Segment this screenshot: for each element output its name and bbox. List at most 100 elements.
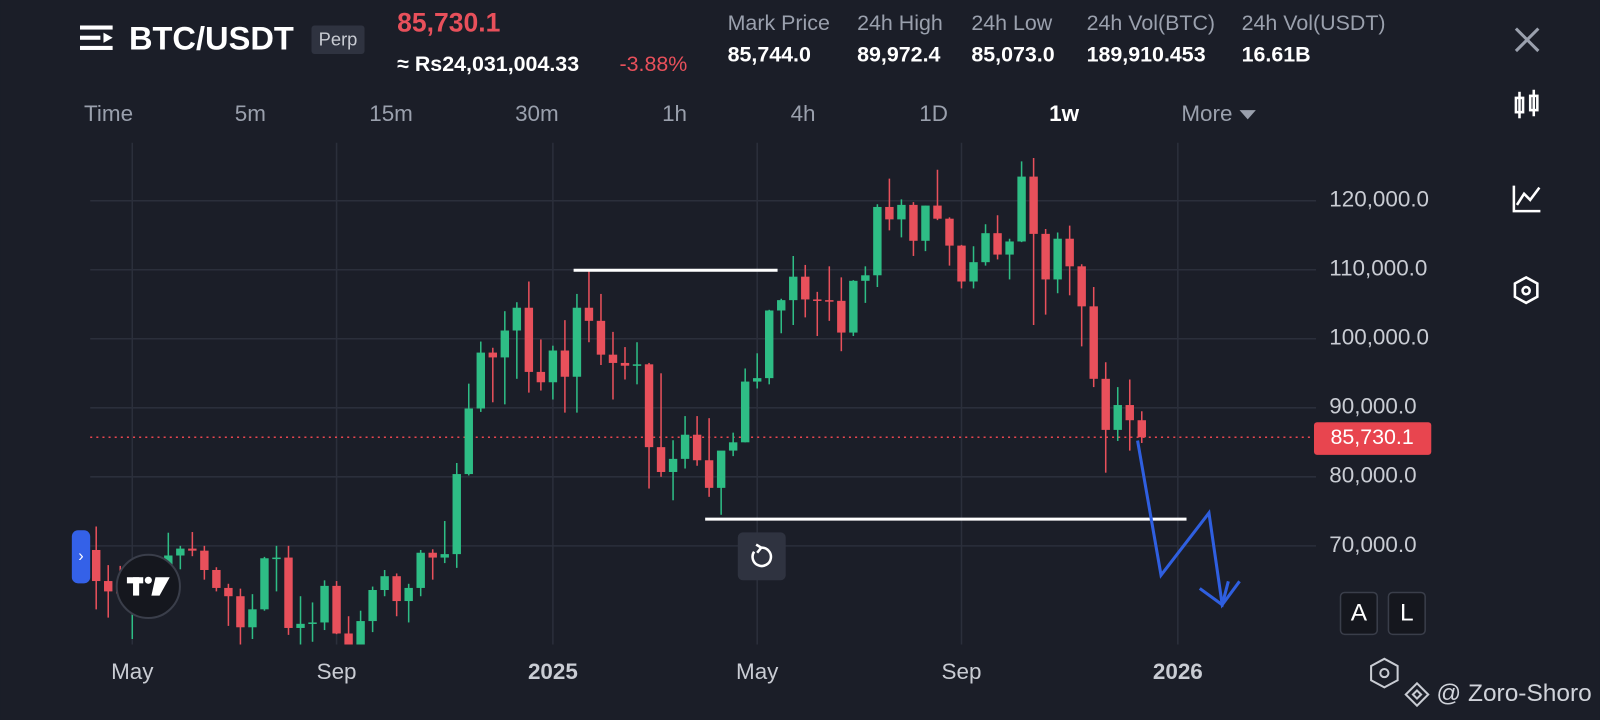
timeframe-tab[interactable]: 4h <box>791 101 816 126</box>
candle-body <box>1137 420 1146 438</box>
candle-body <box>416 552 425 588</box>
candle-body <box>1101 378 1110 430</box>
candle-body <box>476 352 485 409</box>
candle-body <box>728 442 738 451</box>
y-tick-label: 110,000.0 <box>1329 256 1427 281</box>
menu-icon[interactable] <box>80 25 113 50</box>
candle-body <box>548 350 558 383</box>
candle-body <box>849 280 858 333</box>
candle-body <box>308 622 317 624</box>
timeframe-tab[interactable]: 15m <box>369 101 413 126</box>
candle-body <box>777 300 786 311</box>
candle-body <box>188 548 197 551</box>
candle-body <box>933 205 942 219</box>
candle-body <box>248 609 257 628</box>
candle-body <box>392 576 401 602</box>
last-price: 85,730.1 <box>397 7 500 37</box>
drawn-projection[interactable] <box>1136 440 1241 609</box>
candle-body <box>825 300 834 302</box>
timeframe-tab[interactable]: 30m <box>515 101 559 126</box>
candle-body <box>536 371 546 383</box>
side-tab-arrow: › <box>78 547 83 565</box>
timeframe-tab[interactable]: 1h <box>662 101 687 126</box>
y-tick-label: 90,000.0 <box>1329 394 1416 419</box>
candle-body <box>224 587 233 597</box>
candle-body <box>1041 233 1050 280</box>
candle-body <box>404 587 413 602</box>
candle-body <box>1113 405 1122 430</box>
candle-body <box>1065 238 1074 267</box>
candle-body <box>837 300 846 333</box>
candle-body <box>488 352 498 358</box>
candle-body <box>644 364 654 448</box>
candle-body <box>981 233 990 263</box>
candle-body <box>752 378 762 382</box>
candle-body <box>1005 241 1014 255</box>
candle-body <box>909 204 918 241</box>
watermark-logo <box>1404 681 1430 708</box>
change: -3.88% <box>619 52 687 76</box>
settings-icon[interactable] <box>1513 275 1539 305</box>
candle-body <box>620 362 630 366</box>
stat-label: 24h Low <box>971 11 1052 35</box>
scale-button[interactable] <box>1387 591 1426 636</box>
tradingview-logo[interactable] <box>115 553 181 620</box>
chart-settings-icon[interactable] <box>1370 657 1399 689</box>
timeframe-tab[interactable]: 1w <box>1049 101 1079 126</box>
candle-body <box>957 245 966 282</box>
stat-label: 24h Vol(BTC) <box>1087 11 1215 35</box>
candle-body <box>512 307 522 331</box>
candle-body <box>945 218 954 246</box>
stat-value: 89,972.4 <box>857 43 940 67</box>
timeframe-tab[interactable]: More <box>1181 101 1232 126</box>
candle-body <box>464 408 473 475</box>
timeframe-tab[interactable]: 5m <box>235 101 266 126</box>
candle-body <box>861 275 870 281</box>
indicator-icon[interactable] <box>1512 185 1541 213</box>
candle-body <box>212 569 221 588</box>
x-tick-label: May <box>111 659 154 684</box>
candle-body <box>500 330 510 358</box>
candle-body <box>765 310 774 379</box>
converted-price: ≈ Rs24,031,004.33 <box>397 52 579 76</box>
scale-button-label: A <box>1351 599 1368 626</box>
timeframe-tab[interactable]: Time <box>84 101 133 126</box>
price-tag <box>1313 422 1432 455</box>
perp-badge <box>311 25 365 55</box>
reset-button[interactable] <box>737 532 786 581</box>
stat-label: 24h High <box>857 11 943 35</box>
candle-body <box>428 552 437 558</box>
drawn-arrowhead[interactable] <box>1198 580 1230 608</box>
close-icon[interactable] <box>1514 27 1540 53</box>
tradingview-mark <box>126 576 170 596</box>
candle-icon[interactable] <box>1514 89 1539 119</box>
stat-value: 85,073.0 <box>971 43 1054 67</box>
y-tick-label: 120,000.0 <box>1329 187 1429 212</box>
stat-value: 85,744.0 <box>728 43 811 67</box>
candle-body <box>632 364 642 366</box>
timeframe-tab[interactable]: 1D <box>919 101 948 126</box>
candle-body <box>608 354 618 363</box>
candle-body <box>92 549 101 582</box>
candle-body <box>1125 405 1134 421</box>
symbol[interactable]: BTC/USDT <box>129 19 294 56</box>
y-tick-label: 100,000.0 <box>1329 325 1429 350</box>
candle-body <box>368 590 377 622</box>
candle-body <box>1077 266 1086 307</box>
candle-body <box>885 206 894 220</box>
scale-button[interactable] <box>1339 591 1378 636</box>
candle-body <box>873 206 882 276</box>
side-tab[interactable] <box>71 530 91 584</box>
candle-body <box>284 557 293 628</box>
candle-body <box>897 204 906 220</box>
stat-label: 24h Vol(USDT) <box>1242 11 1386 35</box>
candle-body <box>921 205 930 241</box>
candle-body <box>104 581 113 592</box>
candle-body <box>668 458 678 472</box>
stat-label: Mark Price <box>728 11 830 35</box>
contract: Perp <box>319 29 358 50</box>
candle-body <box>1053 238 1062 280</box>
candle-body <box>440 554 449 558</box>
